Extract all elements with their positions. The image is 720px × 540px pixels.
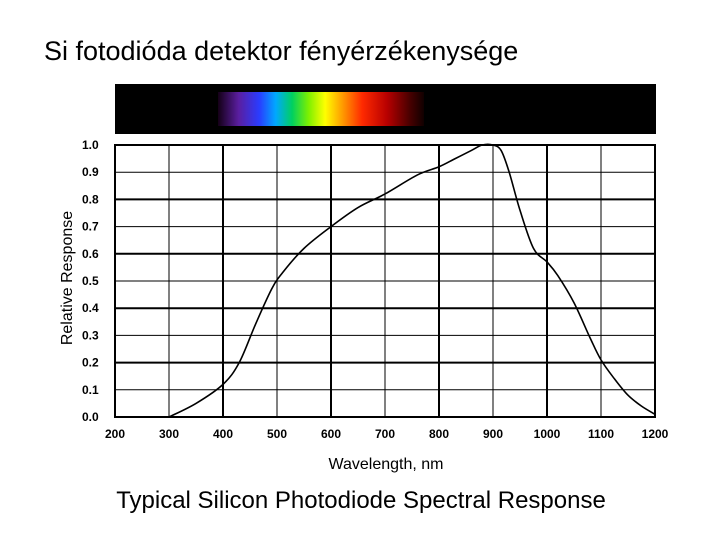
y-tick-label: 0.2 [82,356,99,370]
grid-lines [114,144,656,418]
y-tick-label: 0.5 [82,274,99,288]
chart-title: Typical Silicon Photodiode Spectral Resp… [116,487,606,514]
x-tick-label: 600 [321,427,341,441]
y-tick-label: 0.0 [82,410,99,424]
y-tick-label: 0.1 [82,383,99,397]
x-tick-label: 1100 [588,427,614,441]
x-axis-label: Wavelength, nm [328,456,443,473]
y-tick-label: 0.3 [82,328,99,342]
visible-spectrum-strip [218,92,424,126]
y-tick-label: 0.6 [82,247,99,261]
x-tick-label: 1200 [642,427,669,441]
slide-title: Si fotodióda detektor fényérzékenysége [44,36,519,66]
y-tick-label: 0.9 [82,165,99,179]
x-tick-label: 500 [267,427,287,441]
y-tick-label: 0.4 [82,301,99,315]
y-tick-label: 0.7 [82,220,99,234]
x-tick-label: 800 [429,427,449,441]
x-tick-label: 900 [483,427,503,441]
x-tick-label: 200 [105,427,125,441]
response-curve [168,143,656,418]
x-tick-label: 1000 [534,427,561,441]
x-tick-label: 700 [375,427,395,441]
x-tick-label: 400 [213,427,233,441]
y-axis-ticks: 0.0 0.1 0.2 0.3 0.4 0.5 0.6 0.7 0.8 0.9 1.0 [82,138,99,424]
x-tick-label: 300 [159,427,179,441]
y-tick-label: 1.0 [82,138,99,152]
x-axis-ticks: 200 300 400 500 600 700 800 900 1000 1100 1200 [105,427,669,441]
y-axis-label: Relative Response [59,211,76,345]
y-tick-label: 0.8 [82,192,99,206]
